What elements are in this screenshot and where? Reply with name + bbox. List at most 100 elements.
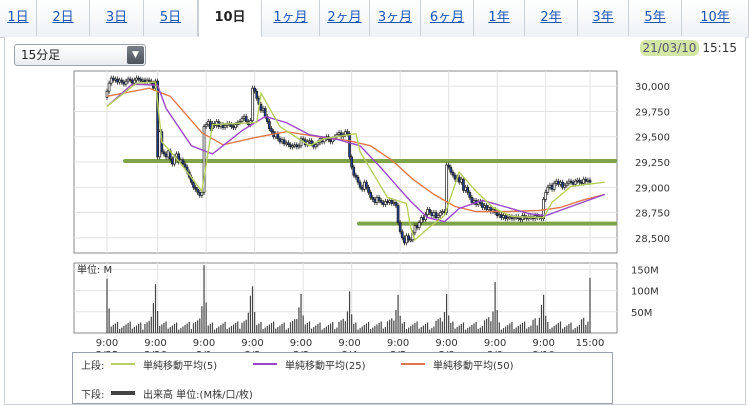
candle-body [204, 124, 208, 127]
price-tick-label: 29,250 [635, 158, 670, 169]
candle-body [365, 181, 368, 188]
chevron-down-icon[interactable]: ▼ [127, 46, 144, 64]
volume-bar [289, 322, 292, 333]
volume-bar [213, 329, 216, 333]
volume-bar [526, 328, 528, 333]
volume-bar [505, 326, 507, 333]
legend-upper-label: 上段: [81, 361, 105, 372]
volume-bar [157, 311, 159, 333]
candle-body [362, 181, 366, 190]
volume-bar [148, 320, 150, 333]
volume-bar [568, 324, 570, 333]
candle-body [394, 202, 398, 206]
volume-bar [429, 329, 431, 333]
x-tick-time: 15:00 [576, 338, 605, 349]
tab-1[interactable]: 1日 [0, 0, 37, 36]
candle-body [253, 87, 256, 92]
volume-bar [298, 307, 300, 333]
volume-bar [150, 316, 152, 333]
candle-body [232, 126, 235, 129]
volume-bar [507, 325, 509, 333]
tab-12[interactable]: 3年 [578, 0, 629, 36]
volume-bar [304, 324, 306, 333]
tab-11[interactable]: 2年 [525, 0, 578, 36]
volume-bar [437, 319, 439, 333]
volume-bar [405, 329, 408, 333]
candle-body [447, 164, 451, 168]
candle-body [192, 181, 195, 188]
volume-bar [477, 329, 479, 333]
volume-bar [380, 321, 382, 333]
volume-bar [338, 321, 340, 333]
volume-bar [346, 311, 349, 333]
candle-body [255, 90, 259, 99]
ma50-line [106, 87, 605, 213]
tab-6[interactable]: 1ヶ月 [262, 0, 320, 36]
candle-body [350, 156, 354, 168]
volume-bar [386, 321, 389, 333]
tab-3[interactable]: 3日 [90, 0, 144, 36]
candle-body [546, 186, 550, 193]
last-updated-time: 15:15 [702, 41, 737, 55]
tab-9[interactable]: 6ヶ月 [421, 0, 474, 36]
candle-body [485, 205, 489, 210]
volume-bar [178, 329, 180, 333]
tab-7[interactable]: 2ヶ月 [320, 0, 370, 36]
candle-body [470, 197, 474, 203]
candle-body [280, 139, 284, 143]
candle-body [337, 132, 341, 136]
candle-body [407, 235, 410, 241]
volume-bar [488, 317, 490, 333]
candle-body [162, 151, 166, 155]
volume-bar [519, 324, 521, 333]
interval-select[interactable]: 15分足 ▼ [14, 44, 146, 66]
volume-bar [254, 312, 256, 333]
volume-bar [116, 321, 119, 333]
volume-bar [481, 326, 484, 333]
volume-bar [378, 322, 380, 333]
volume-bar [207, 325, 209, 333]
candle-body [483, 205, 486, 208]
candle-body [310, 140, 313, 145]
price-tick-label: 29,500 [635, 133, 670, 144]
volume-bar [389, 319, 391, 333]
volume-bar [182, 326, 184, 333]
tab-5[interactable]: 10日 [198, 0, 262, 38]
volume-bar [572, 329, 574, 333]
candle-body [468, 191, 472, 198]
candle-body [563, 184, 567, 188]
candle-body [316, 142, 320, 146]
tab-2[interactable]: 2日 [37, 0, 90, 36]
candle-body [348, 133, 351, 158]
volume-tick-label: 150M [631, 265, 659, 276]
candle-body [164, 153, 168, 158]
candle-body [575, 179, 579, 182]
volume-bar [363, 325, 365, 333]
volume-bar [266, 326, 268, 333]
last-updated-date: 21/03/10 [639, 40, 700, 56]
candle-body [360, 186, 364, 190]
volume-bar [327, 325, 330, 333]
volume-bar [551, 327, 553, 333]
volume-bar [336, 327, 338, 333]
volume-bar [226, 329, 228, 333]
candle-body [179, 159, 183, 163]
tab-10[interactable]: 1年 [474, 0, 525, 36]
candle-body [438, 212, 442, 216]
volume-bar [433, 326, 435, 333]
tab-4[interactable]: 5日 [144, 0, 198, 36]
candle-body [550, 184, 554, 190]
volume-bar [203, 265, 205, 333]
tab-13[interactable]: 5年 [629, 0, 682, 36]
volume-bar [576, 326, 578, 333]
volume-bar [125, 324, 127, 333]
volume-bar [483, 320, 486, 333]
tab-8[interactable]: 3ヶ月 [370, 0, 421, 36]
volume-bar [112, 325, 114, 333]
volume-bar [555, 324, 557, 333]
x-tick-time: 9:00 [241, 338, 263, 349]
candle-body [561, 181, 564, 188]
volume-bar [243, 321, 245, 333]
volume-bar [152, 303, 155, 333]
candle-body [130, 79, 134, 84]
